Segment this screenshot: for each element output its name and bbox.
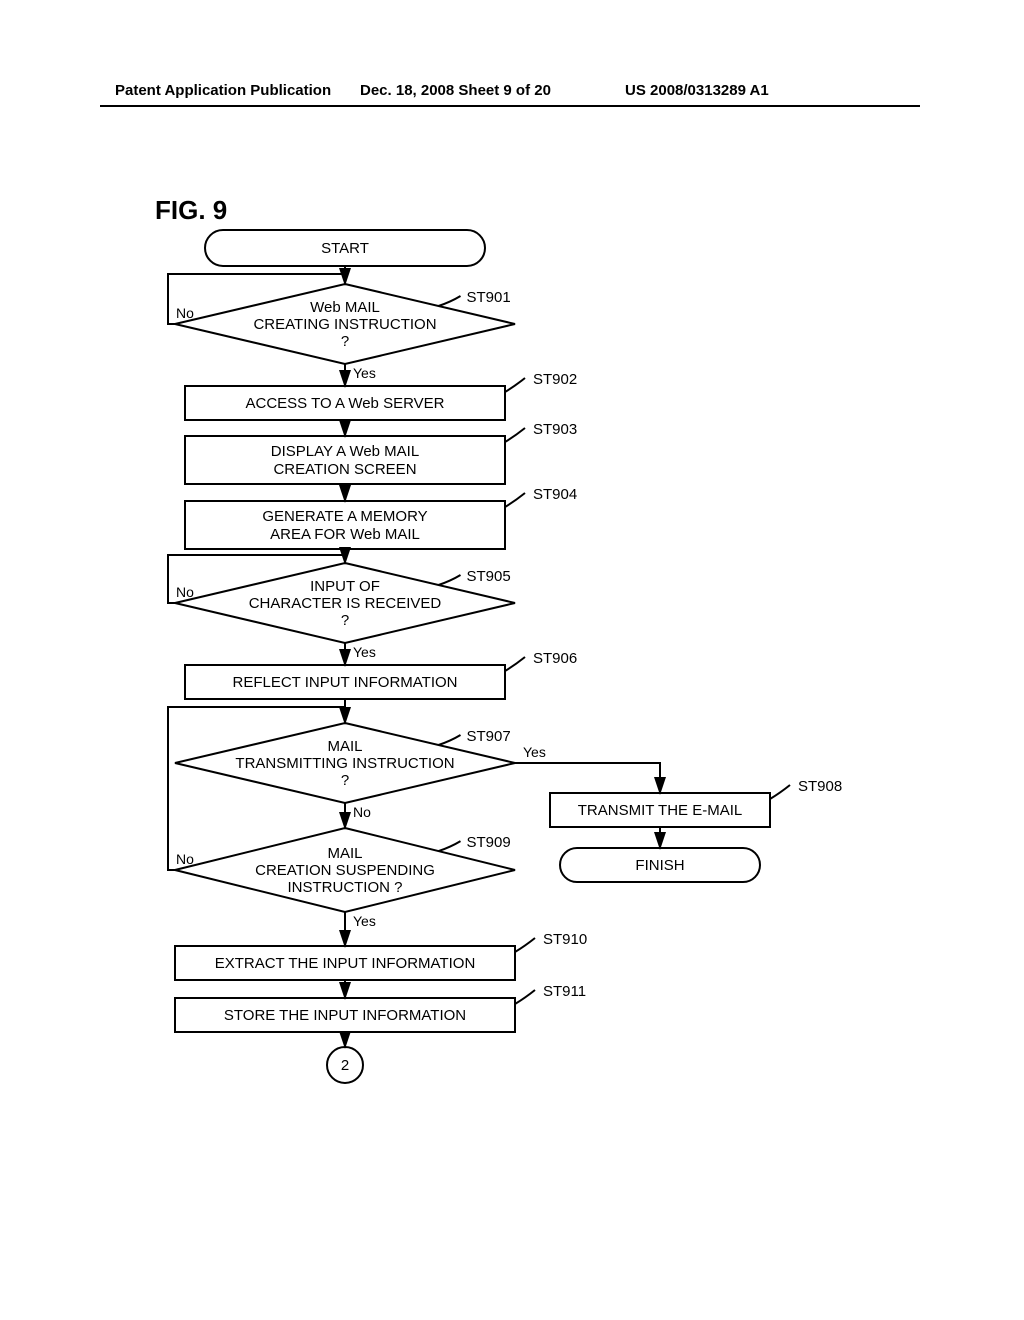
svg-text:ST906: ST906 — [533, 650, 577, 667]
svg-text:TRANSMIT THE E-MAIL: TRANSMIT THE E-MAIL — [578, 802, 742, 819]
flowchart-svg: START Web MAILCREATING INSTRUCTION? ST901 A… — [0, 0, 1024, 1320]
svg-text:No: No — [176, 584, 194, 600]
svg-text:REFLECT INPUT INFORMATION: REFLECT INPUT INFORMATION — [232, 674, 457, 691]
svg-text:ST909: ST909 — [467, 834, 511, 851]
svg-text:ST903: ST903 — [533, 421, 577, 438]
svg-text:FINISH: FINISH — [635, 857, 684, 874]
svg-text:ST910: ST910 — [543, 931, 587, 948]
svg-text:No: No — [176, 305, 194, 321]
svg-text:ST907: ST907 — [467, 728, 511, 745]
svg-text:CHARACTER IS RECEIVED: CHARACTER IS RECEIVED — [249, 595, 442, 612]
svg-text:No: No — [353, 804, 371, 820]
svg-text:GENERATE A MEMORY: GENERATE A MEMORY — [262, 508, 427, 525]
svg-text:Yes: Yes — [353, 644, 376, 660]
page: Patent Application Publication Dec. 18, … — [0, 0, 1024, 1320]
svg-text:ST901: ST901 — [467, 289, 511, 306]
svg-text:AREA FOR Web MAIL: AREA FOR Web MAIL — [270, 526, 420, 543]
svg-text:?: ? — [341, 333, 349, 350]
svg-text:CREATING INSTRUCTION: CREATING INSTRUCTION — [253, 316, 436, 333]
svg-text:?: ? — [341, 612, 349, 629]
svg-text:?: ? — [341, 772, 349, 789]
svg-text:ACCESS TO A Web SERVER: ACCESS TO A Web SERVER — [246, 395, 445, 412]
svg-text:CREATION SCREEN: CREATION SCREEN — [273, 461, 416, 478]
svg-text:2: 2 — [341, 1057, 349, 1074]
svg-text:START: START — [321, 240, 369, 257]
svg-text:ST911: ST911 — [543, 983, 586, 1000]
svg-text:INSTRUCTION ?: INSTRUCTION ? — [287, 879, 402, 896]
svg-text:EXTRACT THE INPUT INFORMATION: EXTRACT THE INPUT INFORMATION — [215, 955, 476, 972]
svg-text:No: No — [176, 851, 194, 867]
svg-text:ST908: ST908 — [798, 778, 842, 795]
svg-text:ST905: ST905 — [467, 568, 511, 585]
svg-text:TRANSMITTING INSTRUCTION: TRANSMITTING INSTRUCTION — [235, 755, 454, 772]
svg-text:ST902: ST902 — [533, 371, 577, 388]
svg-text:MAIL: MAIL — [327, 738, 362, 755]
svg-text:ST904: ST904 — [533, 486, 577, 503]
svg-text:MAIL: MAIL — [327, 845, 362, 862]
svg-text:Web MAIL: Web MAIL — [310, 299, 380, 316]
svg-text:CREATION SUSPENDING: CREATION SUSPENDING — [255, 862, 435, 879]
svg-text:STORE THE INPUT INFORMATION: STORE THE INPUT INFORMATION — [224, 1007, 466, 1024]
svg-text:INPUT OF: INPUT OF — [310, 578, 380, 595]
svg-text:DISPLAY A Web MAIL: DISPLAY A Web MAIL — [271, 443, 419, 460]
svg-text:Yes: Yes — [353, 913, 376, 929]
svg-text:Yes: Yes — [523, 744, 546, 760]
svg-text:Yes: Yes — [353, 365, 376, 381]
